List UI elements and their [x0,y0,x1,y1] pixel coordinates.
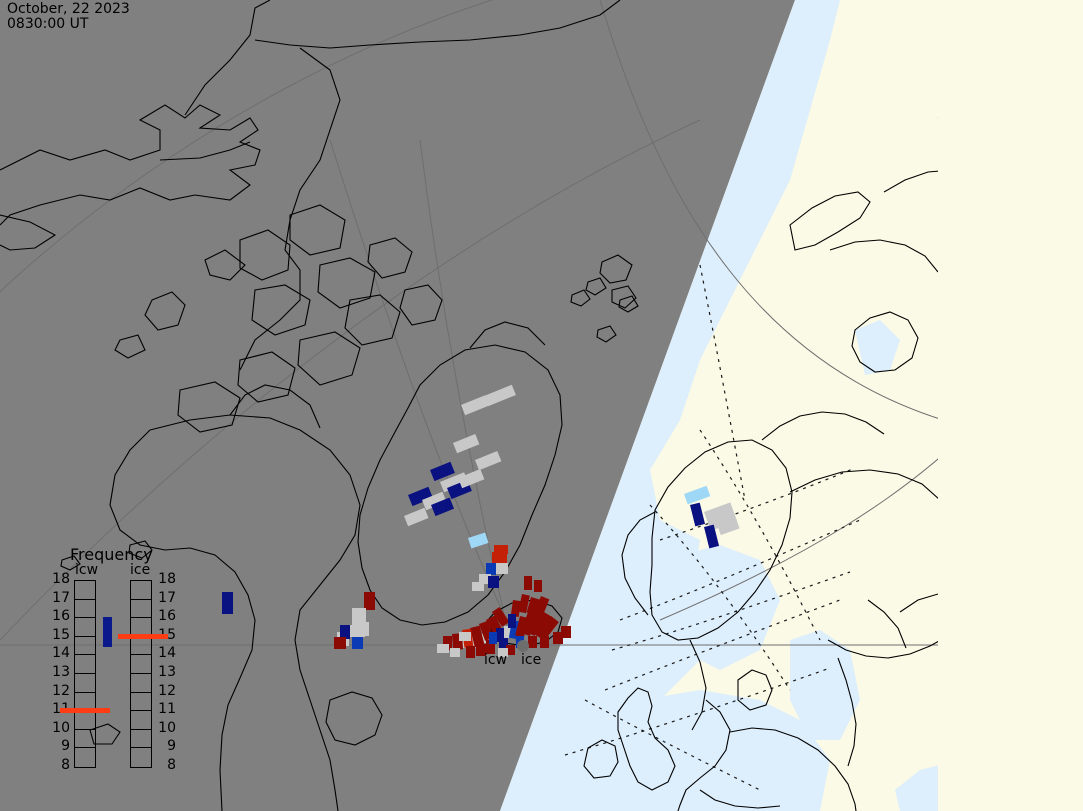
frequency-column-label-ice: ice [130,562,151,578]
radar-cell-group-greenland-north [404,384,516,527]
frequency-segment [131,581,151,600]
frequency-scale-label-left-14: 14 [52,645,70,662]
frequency-scale-label-left-8: 8 [61,757,70,773]
frequency-scale-label-right-12: 12 [158,682,176,699]
frequency-column-label-icw: icw [75,562,99,578]
frequency-scale-label-right-17: 17 [158,589,176,606]
frequency-scale-label-right-16: 16 [158,608,176,625]
frequency-scale-label-right-14: 14 [158,645,176,662]
frequency-segment [131,655,151,674]
frequency-scale-label-left-12: 12 [52,682,70,699]
frequency-segment [75,730,95,749]
velocity-colorbar-panel: Velocity (m/s) 5004003002001000-100-200-… [938,0,1083,811]
frequency-segment [75,655,95,674]
station-label-icw: icw [484,652,508,668]
frequency-bar-icw [74,580,96,768]
frequency-segment [131,674,151,693]
radar-cell-group-lightblue [468,532,489,549]
frequency-scale-label-left-18: 18 [52,571,70,587]
radar-cell-group-west-greenland [223,592,375,649]
frequency-segment [75,600,95,619]
radar-cell-group-isolated-west [222,592,471,641]
frequency-segment [131,748,151,767]
frequency-segment [131,637,151,656]
frequency-marker-icw [60,708,110,714]
frequency-segment [75,711,95,730]
frequency-scale-label-left-10: 10 [52,719,70,736]
frequency-scale-label-right-10: 10 [158,719,176,736]
frequency-legend: Frequency icw ice 18171615141312111098 1… [52,545,184,780]
frequency-scale-label-left-9: 9 [61,738,70,755]
frequency-bar-ice [130,580,152,768]
frequency-marker-center [103,617,112,647]
graticule-day [564,264,861,791]
frequency-scale-label-right-18: 18 [158,571,176,587]
timestamp-time: 0830:00 UT [7,16,89,32]
timestamp-date: October, 22 2023 [7,1,130,17]
frequency-scale-label-right-11: 11 [158,701,176,718]
frequency-legend-title: Frequency [70,545,153,564]
frequency-scale-label-right-8: 8 [167,757,176,773]
frequency-marker-ice [118,633,168,639]
timestamp-label: October, 22 2023 0830:00 UT [7,2,130,32]
frequency-scale-label-right-13: 13 [158,664,176,680]
frequency-segment [131,600,151,619]
frequency-scale-label-left-16: 16 [52,608,70,625]
radar-cell-group-scandinavia [684,485,740,549]
frequency-segment [75,618,95,637]
radar-cell-group-greenland-south [472,545,508,591]
frequency-scale-label-left-15: 15 [52,626,70,643]
frequency-scale-label-right-9: 9 [167,738,176,755]
frequency-segment [131,711,151,730]
frequency-scale-label-left-17: 17 [52,589,70,606]
station-label-ice: ice [521,652,542,668]
frequency-segment [131,693,151,712]
frequency-segment [75,748,95,767]
frequency-segment [131,730,151,749]
radar-cell-group-iceland [437,576,571,658]
frequency-segment [75,581,95,600]
frequency-segment [75,637,95,656]
frequency-scale-label-left-13: 13 [52,664,70,680]
frequency-segment [75,674,95,693]
